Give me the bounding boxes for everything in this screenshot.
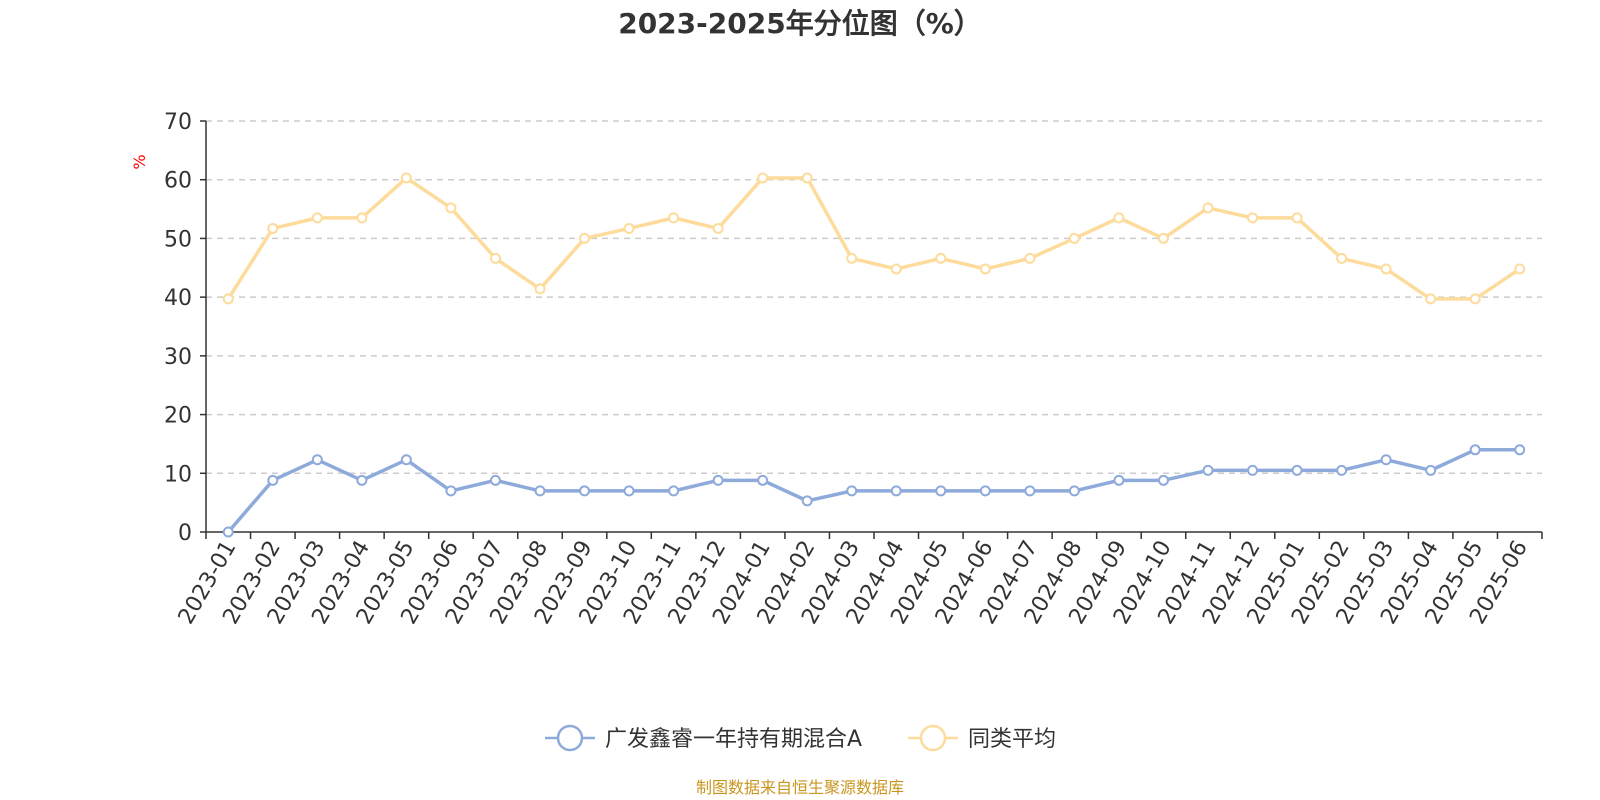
series-1	[222, 444, 1526, 538]
data-point	[1068, 485, 1080, 497]
data-point	[846, 252, 858, 264]
data-point	[1380, 454, 1392, 466]
data-point	[935, 252, 947, 264]
data-point	[445, 485, 457, 497]
y-tick-label: 40	[164, 286, 192, 311]
data-point	[1157, 232, 1169, 244]
data-point	[222, 526, 234, 538]
legend-marker	[556, 724, 584, 752]
data-point	[1514, 444, 1526, 456]
legend-item-1[interactable]: 广发鑫睿一年持有期混合A	[545, 724, 862, 752]
legend-label: 同类平均	[968, 727, 1056, 752]
data-point	[623, 485, 635, 497]
data-point	[1336, 252, 1348, 264]
data-point	[1469, 293, 1481, 305]
y-tick-label: 70	[164, 110, 192, 135]
data-point	[1291, 464, 1303, 476]
legend-item-2[interactable]: 同类平均	[908, 724, 1056, 752]
data-point	[400, 172, 412, 184]
y-tick-label: 20	[164, 404, 192, 429]
series-line	[226, 448, 1520, 534]
data-point	[757, 474, 769, 486]
data-point	[1202, 464, 1214, 476]
data-point	[356, 474, 368, 486]
data-point	[1202, 202, 1214, 214]
data-point	[1024, 252, 1036, 264]
data-point	[1514, 263, 1526, 275]
data-point	[668, 212, 680, 224]
data-point	[534, 485, 546, 497]
data-point	[846, 485, 858, 497]
data-point	[400, 454, 412, 466]
data-point	[1291, 212, 1303, 224]
data-point	[1068, 232, 1080, 244]
data-point	[801, 495, 813, 507]
data-point	[1157, 474, 1169, 486]
data-point	[534, 283, 546, 295]
data-point	[1469, 444, 1481, 456]
data-point	[489, 252, 501, 264]
data-point	[1113, 212, 1125, 224]
data-point	[1425, 293, 1437, 305]
data-point	[1247, 464, 1259, 476]
data-point	[1113, 474, 1125, 486]
series-2	[222, 172, 1526, 305]
data-point	[267, 222, 279, 234]
data-point	[1380, 263, 1392, 275]
y-tick-label: 30	[164, 345, 192, 370]
data-point	[1336, 464, 1348, 476]
y-tick-label: 0	[178, 521, 192, 546]
data-point	[489, 474, 501, 486]
data-point	[222, 293, 234, 305]
y-tick-label: 60	[164, 169, 192, 194]
data-point	[668, 485, 680, 497]
data-point	[712, 474, 724, 486]
y-tick-label: 50	[164, 227, 192, 252]
data-point	[311, 454, 323, 466]
legend-marker	[919, 724, 947, 752]
data-point	[579, 232, 591, 244]
y-tick-label: 10	[164, 462, 192, 487]
data-point	[757, 172, 769, 184]
data-point	[1247, 212, 1259, 224]
data-point	[890, 485, 902, 497]
chart-title: 2023-2025年分位图（%）	[618, 7, 982, 40]
data-point	[935, 485, 947, 497]
data-point	[623, 222, 635, 234]
data-point	[1425, 464, 1437, 476]
data-point	[801, 172, 813, 184]
legend[interactable]: 广发鑫睿一年持有期混合A 同类平均	[545, 724, 1056, 752]
data-point	[712, 222, 724, 234]
data-point	[356, 212, 368, 224]
axes: 0102030405060702023-012023-022023-032023…	[164, 110, 1543, 629]
series-line	[226, 176, 1521, 301]
data-point	[445, 202, 457, 214]
data-point	[890, 263, 902, 275]
y-axis-label: %	[130, 154, 149, 169]
legend-label: 广发鑫睿一年持有期混合A	[605, 727, 862, 752]
data-point	[267, 474, 279, 486]
data-point	[579, 485, 591, 497]
series-layer	[222, 172, 1526, 538]
data-point	[979, 485, 991, 497]
data-point	[1024, 485, 1036, 497]
source-note: 制图数据来自恒生聚源数据库	[695, 778, 904, 797]
data-point	[311, 212, 323, 224]
data-point	[979, 263, 991, 275]
